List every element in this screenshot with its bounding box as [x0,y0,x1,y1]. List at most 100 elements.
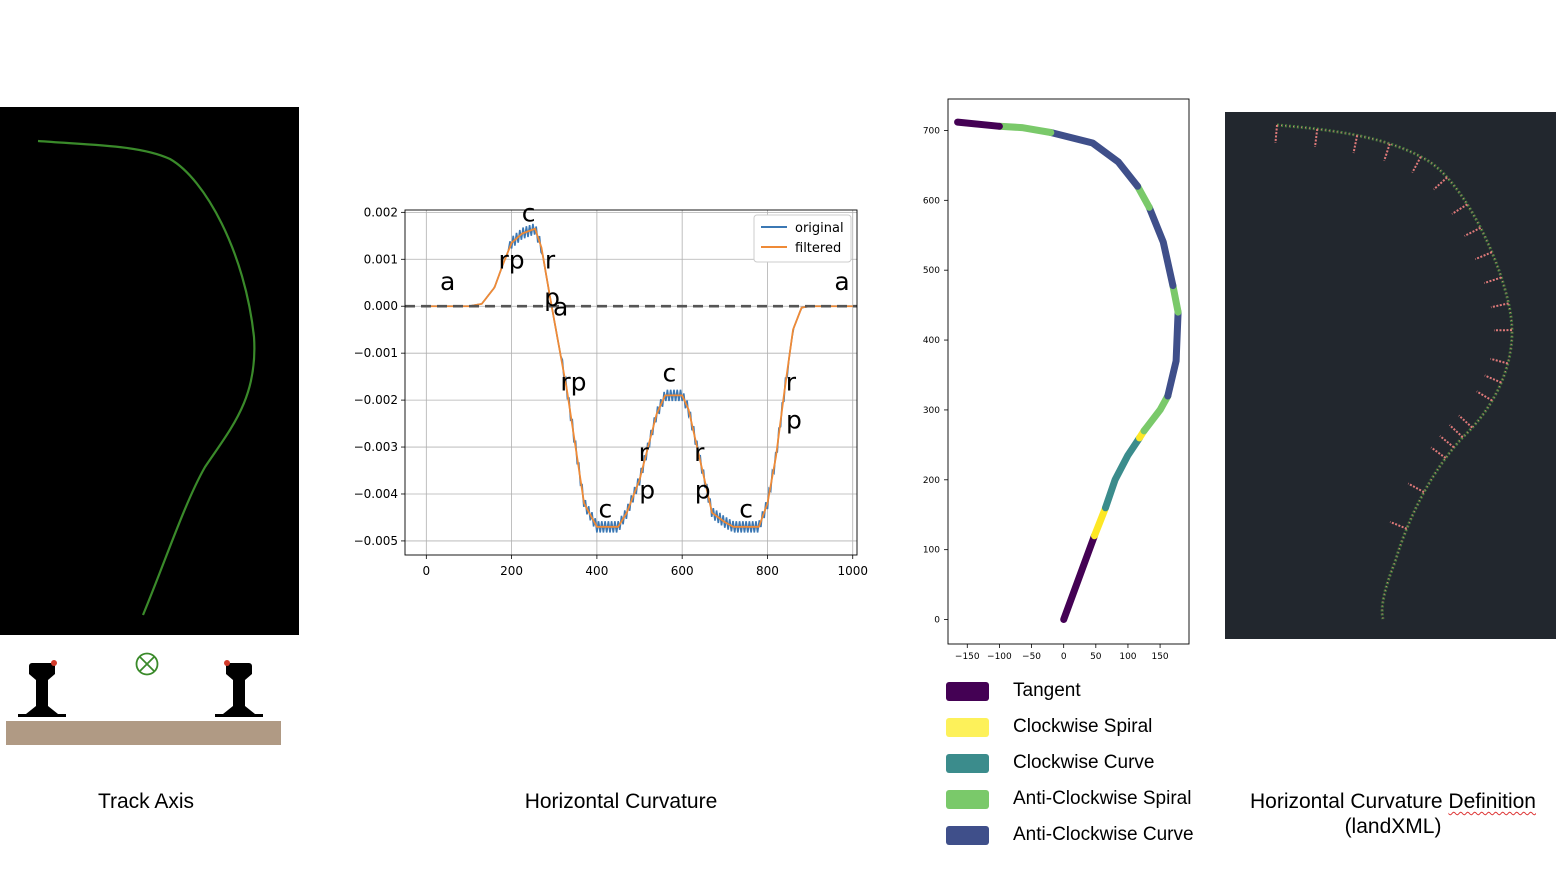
y-tick-label: 0.002 [364,205,398,219]
track-center-icon [135,652,159,676]
region-label: rp [560,368,586,397]
track-axis-line [37,139,256,616]
legend-swatch [946,790,989,809]
y-tick-label: 600 [923,196,940,206]
y-tick-label: 500 [923,266,940,276]
curvature-tick [1352,135,1359,154]
region-label: p [639,476,655,505]
x-tick-label: 600 [671,564,694,578]
curvature-tick [1451,203,1468,215]
curvature-tick [1407,482,1425,494]
curvature-tick [1433,176,1448,191]
curvature-tick [1484,374,1502,384]
y-tick-label: 300 [923,406,940,416]
legend-label: filtered [795,241,841,256]
region-label: r [545,246,556,275]
region-label: c [739,494,753,523]
segment-clockwise-spiral [1091,504,1109,540]
right-rail-icon [215,660,263,717]
x-tick-label: 800 [756,564,779,578]
curvature-tick [1448,424,1464,438]
curvature-tick [1383,143,1391,162]
curvature-tick [1474,251,1493,261]
segment-anti-clockwise-curve [1047,129,1142,190]
landxml-plot [1274,123,1514,620]
segment-anti-clockwise-spiral [1134,182,1153,211]
y-tick-label: −0.001 [354,346,398,360]
landxml-caption-line1: Horizontal Curvature Definition [1250,790,1536,813]
x-tick-label: 1000 [837,564,868,578]
segment-tangent [1060,532,1098,623]
x-tick-label: −50 [1022,652,1041,662]
segment-anti-clockwise-spiral [1169,282,1182,316]
x-tick-label: 0 [423,564,431,578]
segment-anti-clockwise-curve [1164,308,1182,400]
region-label: c [663,358,677,387]
ballast [6,721,281,745]
curvature-tick [1490,302,1509,309]
curvature-tick [1490,357,1509,365]
region-label: a [440,267,455,296]
curvature-tick [1389,520,1408,530]
y-tick-label: 0.000 [364,299,398,313]
y-tick-label: −0.003 [354,440,398,454]
legend-swatch [946,754,989,773]
curvature-tick [1430,446,1447,459]
x-tick-label: 150 [1151,652,1168,662]
x-tick-label: −100 [987,652,1012,662]
region-label: p [786,405,802,434]
curvature-tick [1476,390,1493,402]
segment-clockwise-curve [1102,434,1143,512]
region-label: r [786,368,797,397]
landxml-panel [1225,112,1556,639]
y-tick-label: 400 [923,336,940,346]
curvature-caption: Horizontal Curvature [524,790,718,813]
left-rail-icon [18,660,66,717]
region-label: a [834,267,849,296]
x-tick-label: 400 [585,564,608,578]
legend-label: Clockwise Spiral [1013,716,1153,737]
legend-swatch [946,718,989,737]
legend-label: Anti-Clockwise Curve [1013,824,1194,845]
y-tick-label: −0.002 [354,393,398,407]
x-tick-label: 50 [1090,652,1102,662]
curvature-tick [1458,414,1473,429]
legend-label: Anti-Clockwise Spiral [1013,788,1192,809]
curvature-tick [1411,156,1422,174]
x-tick-label: 200 [500,564,523,578]
y-tick-label: 0 [934,616,940,626]
legend-swatch [946,682,989,701]
segment-anti-clockwise-spiral [1140,392,1172,435]
rail-cross-section [6,652,281,745]
y-tick-label: 100 [923,546,940,556]
curvature-tick [1314,128,1319,148]
track-axis-caption: Track Axis [97,790,195,813]
curvature-tick [1439,435,1455,449]
curvature-chart: 0 200 400 600 800 1000 0.002 0.001 0.000 −0.001 −0… [354,199,868,578]
y-tick-label: −0.004 [354,487,398,501]
region-label: r [639,438,650,467]
region-label: p [695,476,711,505]
segment-anti-clockwise-spiral [995,122,1055,136]
landxml-caption-text: Horizontal Curvature Definition [1250,790,1536,813]
region-label: c [522,199,536,228]
y-tick-label: −0.005 [354,534,398,548]
curvature-tick [1274,124,1278,144]
spellcheck-underline: Definition [1448,790,1536,813]
segment-tangent [954,118,1003,130]
series-filtered-line [426,227,853,528]
chart-legend: original filtered [753,214,852,263]
x-tick-label: 100 [1119,652,1136,662]
curvature-tick [1464,226,1482,237]
legend-label: original [795,221,844,236]
y-tick-label: 0.001 [364,252,398,266]
y-tick-label: 200 [923,476,940,486]
track-axis-plot [37,139,256,616]
region-label: p [544,283,560,312]
legend-label: Tangent [1013,680,1081,701]
classification-chart: −150 −100 −50 0 50 100 150 0 100 200 300 400 500 600 7… [923,98,1190,662]
legend-label: Clockwise Curve [1013,752,1155,773]
curvature-tick [1483,276,1502,285]
segment-anti-clockwise-curve [1145,203,1177,290]
region-label: c [599,494,613,523]
